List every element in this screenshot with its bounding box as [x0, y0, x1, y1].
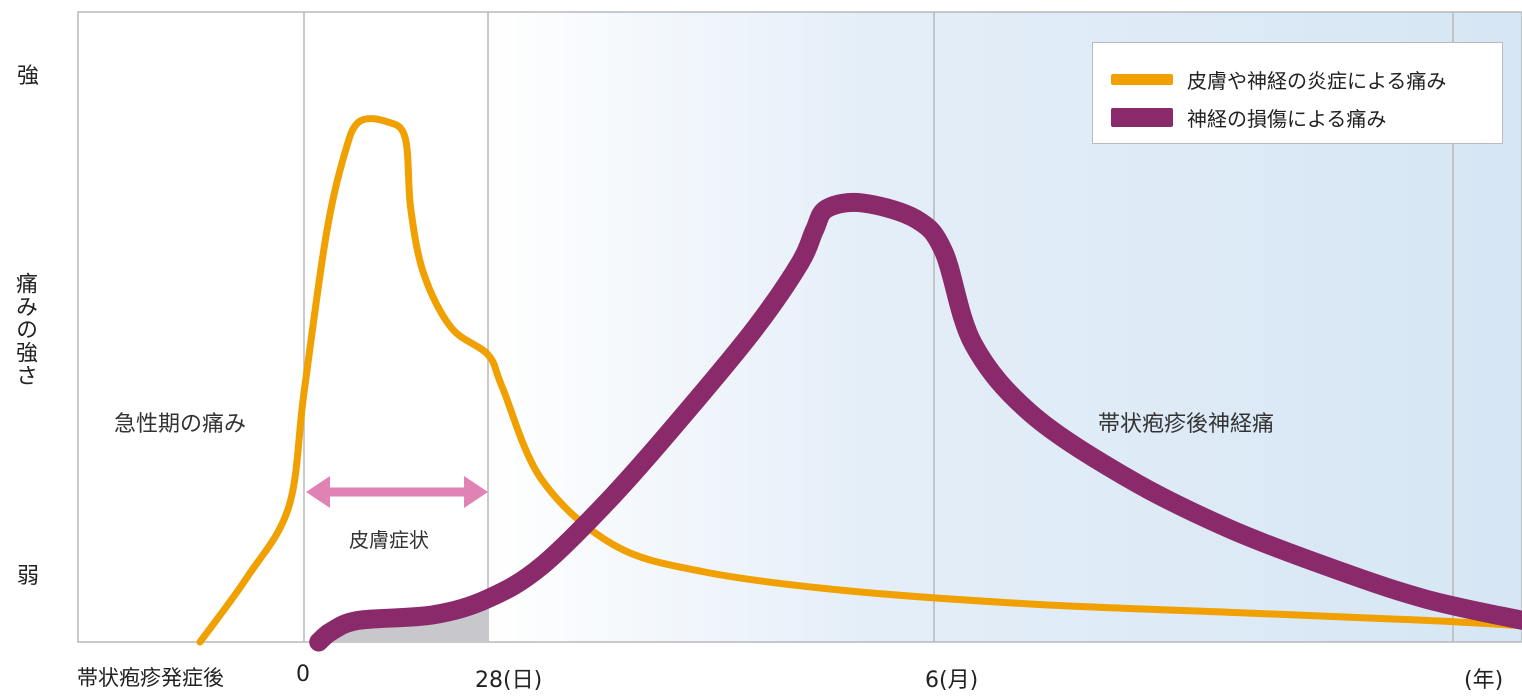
skin-symptom-arrow — [306, 476, 488, 508]
legend-label-nerve-damage: 神経の損傷による痛み — [1187, 107, 1387, 131]
x-axis-label: 帯状疱疹発症後 — [77, 666, 224, 690]
legend: 皮膚や神経の炎症による痛み 神経の損傷による痛み — [1092, 42, 1503, 144]
series-layer — [196, 115, 1522, 652]
series-inflammation-line — [196, 115, 1522, 646]
acute-pain-label: 急性期の痛み — [114, 412, 247, 437]
legend-label-inflammation: 皮膚や神経の炎症による痛み — [1187, 69, 1447, 93]
legend-item-inflammation: 皮膚や神経の炎症による痛み — [1111, 65, 1446, 94]
x-tick-6m: 6(月) — [925, 668, 979, 693]
plot-frame — [77, 11, 1522, 643]
series-nerve-damage-line — [309, 192, 1522, 652]
y-axis-label: 痛みの強さ — [12, 272, 37, 387]
phn-label: 帯状疱疹後神経痛 — [1098, 412, 1275, 437]
legend-swatch-orange — [1111, 74, 1173, 85]
x-tick-28d: 28(日) — [475, 668, 543, 693]
legend-item-nerve-damage: 神経の損傷による痛み — [1111, 103, 1386, 132]
y-top-label: 強 — [17, 64, 40, 89]
skin-symptom-label: 皮膚症状 — [349, 528, 429, 552]
legend-swatch-purple — [1111, 108, 1173, 127]
x-tick-year: (年) — [1464, 668, 1504, 693]
x-tick-0: 0 — [296, 662, 310, 687]
y-bottom-label: 弱 — [17, 564, 40, 589]
